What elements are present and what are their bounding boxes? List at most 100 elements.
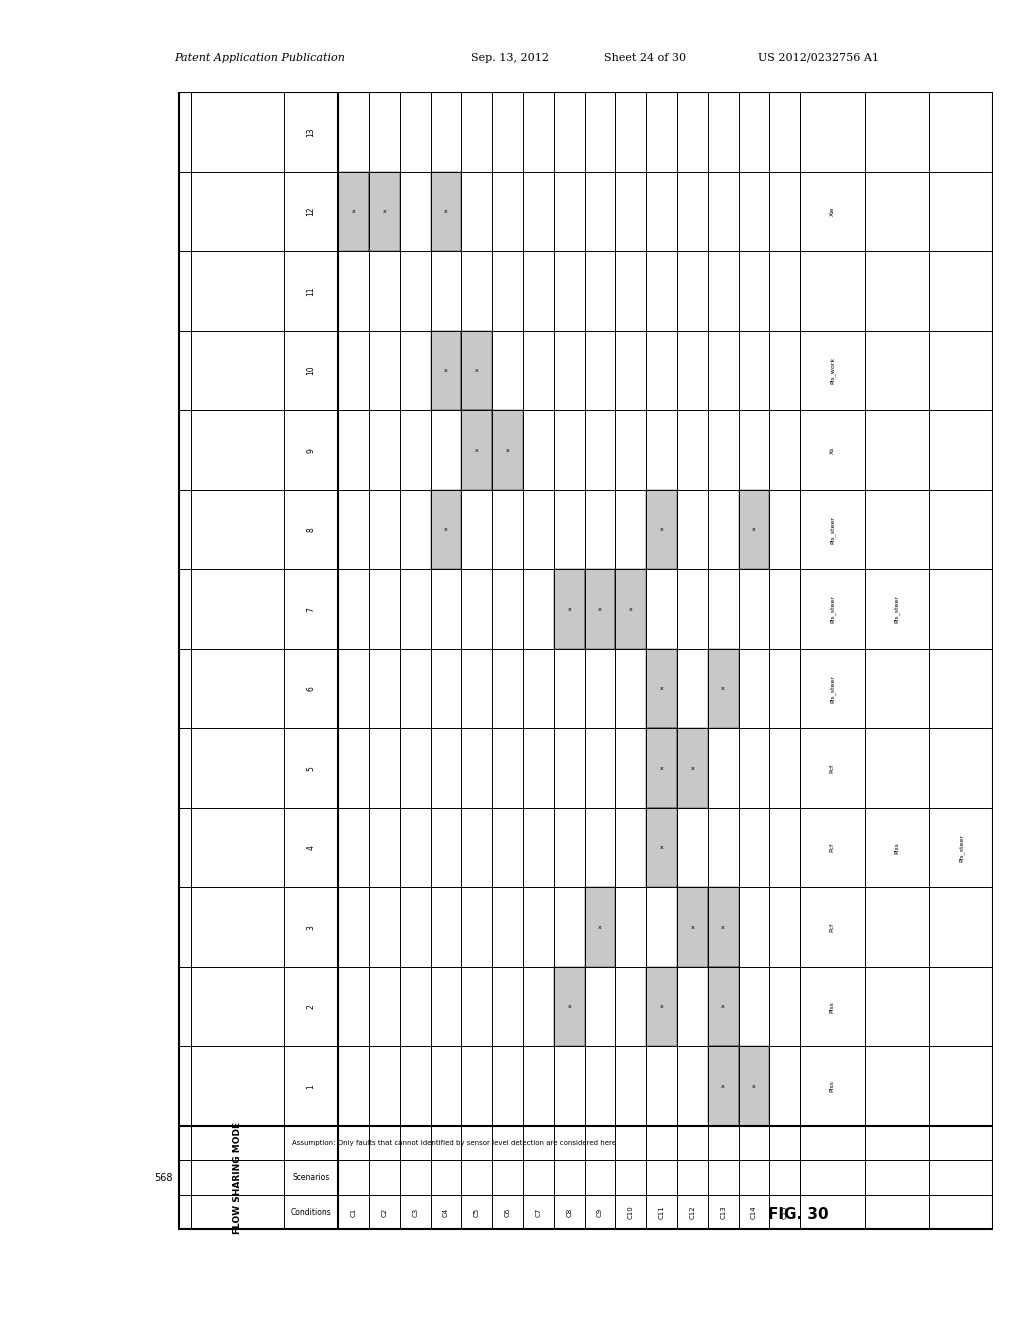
Text: Pls_steer: Pls_steer: [829, 516, 836, 544]
Bar: [554, 569, 585, 649]
Text: x: x: [444, 527, 447, 532]
Bar: [615, 569, 646, 649]
Text: FLOW SHARING MODE: FLOW SHARING MODE: [233, 1122, 242, 1234]
Bar: [646, 490, 677, 569]
Bar: [431, 490, 462, 569]
Bar: [708, 968, 738, 1047]
Text: x: x: [444, 209, 447, 214]
Text: C6: C6: [505, 1208, 511, 1217]
Text: x: x: [475, 368, 479, 374]
Bar: [554, 968, 585, 1047]
Text: x: x: [352, 209, 355, 214]
Text: Sheet 24 of 30: Sheet 24 of 30: [604, 53, 686, 63]
Bar: [369, 172, 400, 251]
Text: x: x: [383, 209, 386, 214]
Bar: [708, 649, 738, 729]
Text: x: x: [506, 447, 510, 453]
Text: Pls_work: Pls_work: [829, 358, 836, 384]
Text: x: x: [752, 1084, 756, 1089]
Text: Assumption: Only faults that cannot identified by sensor level detection are con: Assumption: Only faults that cannot iden…: [292, 1140, 616, 1146]
Bar: [493, 411, 523, 490]
Bar: [646, 808, 677, 887]
Text: x: x: [598, 607, 602, 611]
Text: 8: 8: [306, 527, 315, 532]
Text: 2: 2: [306, 1005, 315, 1008]
Bar: [431, 172, 462, 251]
Text: Plss: Plss: [894, 842, 899, 854]
Text: x: x: [629, 607, 633, 611]
Text: Plss: Plss: [829, 1080, 835, 1092]
Text: C7: C7: [536, 1208, 542, 1217]
Text: x: x: [659, 845, 664, 850]
Text: x: x: [721, 1005, 725, 1010]
Bar: [708, 887, 738, 968]
Text: C3: C3: [413, 1208, 418, 1217]
Text: x: x: [721, 1084, 725, 1089]
Text: C13: C13: [720, 1205, 726, 1218]
Bar: [738, 1047, 769, 1126]
Text: x: x: [659, 766, 664, 771]
Bar: [646, 729, 677, 808]
Text: C12: C12: [689, 1205, 695, 1218]
Text: x: x: [752, 527, 756, 532]
Text: Plss: Plss: [829, 1001, 835, 1012]
Text: 3: 3: [306, 925, 315, 929]
Text: x: x: [567, 607, 571, 611]
Text: x: x: [475, 447, 479, 453]
Text: x: x: [659, 686, 664, 692]
Text: x: x: [659, 527, 664, 532]
Bar: [462, 411, 493, 490]
Text: Xw: Xw: [829, 207, 835, 216]
Text: 12: 12: [306, 207, 315, 216]
Text: 13: 13: [306, 127, 315, 137]
Text: Sep. 13, 2012: Sep. 13, 2012: [471, 53, 549, 63]
Text: x: x: [567, 1005, 571, 1010]
Text: 1: 1: [306, 1084, 315, 1089]
Bar: [585, 569, 615, 649]
Text: Scenarios: Scenarios: [293, 1173, 330, 1183]
Bar: [338, 172, 369, 251]
Text: x: x: [659, 1005, 664, 1010]
Text: Xs: Xs: [829, 446, 835, 454]
Text: FIG. 30: FIG. 30: [768, 1206, 829, 1222]
Bar: [646, 968, 677, 1047]
Text: Pls_steer: Pls_steer: [958, 834, 964, 862]
Text: C8: C8: [566, 1208, 572, 1217]
Bar: [738, 490, 769, 569]
Text: C10: C10: [628, 1205, 634, 1218]
Text: 9: 9: [306, 447, 315, 453]
Text: x: x: [690, 766, 694, 771]
Text: x: x: [721, 686, 725, 692]
Text: Pls_steer: Pls_steer: [829, 595, 836, 623]
Text: C9: C9: [597, 1208, 603, 1217]
Text: Pls_steer: Pls_steer: [829, 675, 836, 702]
Text: 4: 4: [306, 845, 315, 850]
Text: C5: C5: [474, 1208, 480, 1217]
Text: Pcf: Pcf: [829, 923, 835, 932]
Bar: [646, 649, 677, 729]
Bar: [708, 1047, 738, 1126]
Text: Conditions: Conditions: [291, 1208, 332, 1217]
Text: Pls_steer: Pls_steer: [894, 595, 899, 623]
Text: C2: C2: [382, 1208, 387, 1217]
Bar: [431, 331, 462, 411]
Text: C11: C11: [658, 1205, 665, 1218]
Text: 5: 5: [306, 766, 315, 771]
Text: 11: 11: [306, 286, 315, 296]
Bar: [585, 887, 615, 968]
Text: C15: C15: [781, 1205, 787, 1218]
Bar: [462, 331, 493, 411]
Text: Patent Application Publication: Patent Application Publication: [174, 53, 345, 63]
Text: C14: C14: [751, 1205, 757, 1218]
Text: US 2012/0232756 A1: US 2012/0232756 A1: [758, 53, 879, 63]
Text: x: x: [444, 368, 447, 374]
Text: x: x: [690, 925, 694, 929]
Bar: [677, 887, 708, 968]
Text: 7: 7: [306, 607, 315, 611]
Text: 10: 10: [306, 366, 315, 375]
Text: x: x: [721, 925, 725, 929]
Bar: [677, 729, 708, 808]
Text: x: x: [598, 925, 602, 929]
Text: 568: 568: [155, 1172, 173, 1183]
Text: 6: 6: [306, 686, 315, 692]
